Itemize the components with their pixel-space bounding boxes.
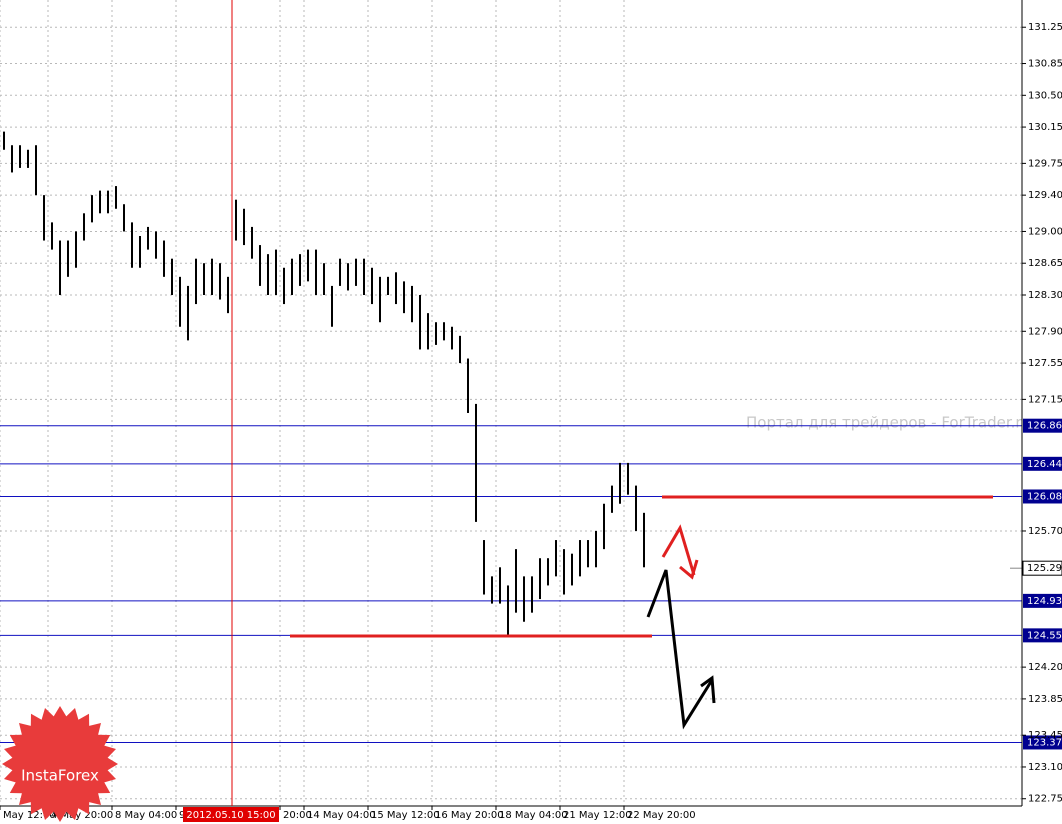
price-label: 125.29 [1027,563,1062,574]
level-label: 126.44 [1027,459,1062,470]
level-box [1023,593,1062,608]
watermark: Портал для трейдеров - ForTrader.ru [746,414,1031,432]
level-label: 126.08 [1027,491,1062,502]
y-tick-label: 122.75 [1028,794,1062,805]
y-tick-label: 125.70 [1028,526,1062,537]
level-label: 124.55 [1027,630,1062,641]
price-box [1022,560,1062,576]
alt-arrow [679,559,699,580]
logo: InstaForex [2,706,118,822]
y-tick-label: 123.85 [1028,694,1062,705]
y-tick-label: 131.25 [1028,22,1062,33]
y-tick-label: 123.10 [1028,762,1062,773]
x-tick-label: 16 May 20:00 [435,810,504,821]
y-tick-label: 129.75 [1028,158,1062,169]
y-tick-label: 130.50 [1028,90,1062,101]
level-box [1023,489,1062,504]
level-box [1023,456,1062,471]
logo-text: InstaForex [21,767,99,785]
cursor-box [183,807,279,822]
y-tick-label: 128.30 [1028,290,1062,301]
y-tick-label: 124.20 [1028,662,1062,673]
y-tick-label: 127.15 [1028,394,1062,405]
x-tick-label: 18 May 04:00 [499,810,568,821]
y-tick-label: 128.65 [1028,258,1062,269]
y-tick-label: 127.90 [1028,326,1062,337]
level-label: 124.93 [1027,596,1062,607]
x-tick-label: 20:00 [283,810,312,821]
y-tick-label: 129.40 [1028,190,1062,201]
y-tick-label: 130.15 [1028,122,1062,133]
level-box [1023,628,1062,643]
forecast-arrow [700,675,716,704]
x-tick-label: 4 May 20:00 [51,810,113,821]
level-box [1023,735,1062,750]
x-tick-label: 9 [179,810,185,821]
y-tick-label: 129.00 [1028,226,1062,237]
y-tick-label: 123.45 [1028,730,1062,741]
x-tick-label: May 12:00 [3,810,56,821]
y-tick-label: 130.85 [1028,59,1062,70]
logo-badge [2,706,118,822]
cursor-label: 2012.05.10 15:00 [186,810,275,821]
level-label: 126.86 [1027,421,1062,432]
x-tick-label: 15 May 12:00 [371,810,440,821]
alt-path [661,524,696,576]
level-box [1023,418,1062,433]
x-tick-label: 8 May 04:00 [115,810,177,821]
y-tick-label: 127.55 [1028,358,1062,369]
level-label: 123.37 [1027,737,1062,748]
x-tick-label: 22 May 20:00 [627,810,696,821]
x-tick-label: 21 May 12:00 [563,810,632,821]
x-tick-label: 14 May 04:00 [307,810,376,821]
forecast-path [646,569,714,730]
